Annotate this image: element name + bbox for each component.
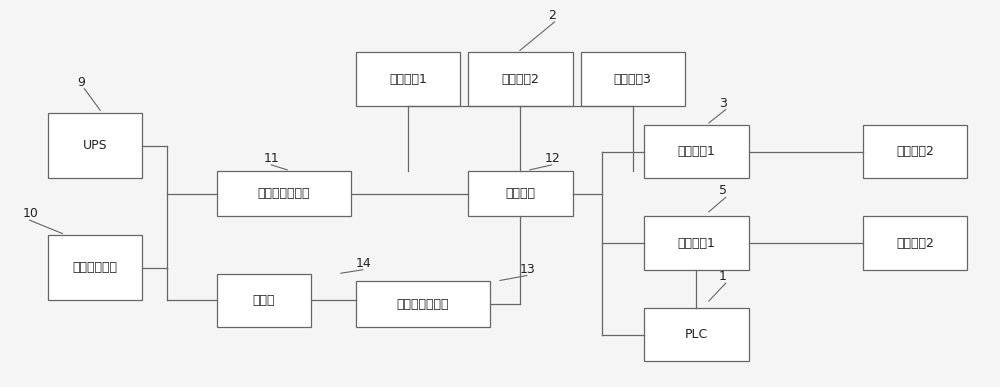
Text: 3: 3 xyxy=(719,97,727,110)
Text: 检测装置3: 检测装置3 xyxy=(614,73,652,86)
Bar xyxy=(468,171,573,216)
Text: 检测装置2: 检测装置2 xyxy=(501,73,539,86)
Text: 锁定装置1: 锁定装置1 xyxy=(677,236,715,250)
Bar xyxy=(644,216,749,270)
Text: 自动切换电路二: 自动切换电路二 xyxy=(397,298,449,311)
Bar xyxy=(217,171,351,216)
Text: 自动切换电路一: 自动切换电路一 xyxy=(257,187,310,200)
Text: 10: 10 xyxy=(23,207,39,220)
Bar xyxy=(356,52,460,106)
Text: 11: 11 xyxy=(263,152,279,165)
Text: 2: 2 xyxy=(548,9,556,22)
Text: 12: 12 xyxy=(545,152,561,165)
Text: 启闭设备1: 启闭设备1 xyxy=(677,145,715,158)
Text: 14: 14 xyxy=(356,257,372,270)
Bar xyxy=(863,216,967,270)
Text: 启闭设备2: 启闭设备2 xyxy=(896,145,934,158)
Bar xyxy=(48,113,142,178)
Text: UPS: UPS xyxy=(82,139,107,152)
Text: 13: 13 xyxy=(520,262,536,276)
Text: 锁定装置2: 锁定装置2 xyxy=(896,236,934,250)
Text: 9: 9 xyxy=(77,75,85,89)
Text: 地铁供电系统: 地铁供电系统 xyxy=(72,261,117,274)
Bar xyxy=(581,52,685,106)
Text: 检测装置1: 检测装置1 xyxy=(389,73,427,86)
Bar xyxy=(356,281,490,327)
Text: 5: 5 xyxy=(719,184,727,197)
Bar xyxy=(863,125,967,178)
Bar xyxy=(48,235,142,300)
Text: PLC: PLC xyxy=(685,328,708,341)
Bar xyxy=(217,274,311,327)
Text: 1: 1 xyxy=(719,270,727,283)
Bar xyxy=(644,125,749,178)
Text: 开关电源: 开关电源 xyxy=(505,187,535,200)
Bar xyxy=(468,52,573,106)
Text: 蓄电池: 蓄电池 xyxy=(253,294,275,307)
Bar xyxy=(644,308,749,361)
